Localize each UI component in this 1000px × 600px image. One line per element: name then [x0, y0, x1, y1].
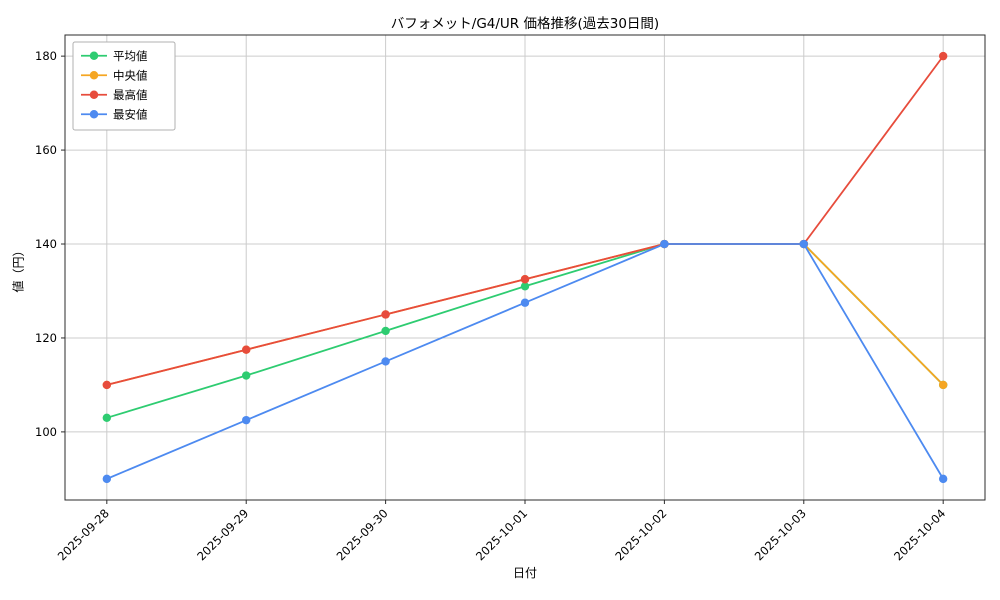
series-marker-0	[520, 282, 530, 291]
x-tick-label: 2025-10-03	[752, 506, 809, 563]
x-tick-label: 2025-10-01	[473, 506, 530, 563]
legend-label-2: 最高値	[113, 88, 148, 102]
legend-marker-3	[89, 110, 99, 119]
series-marker-2	[520, 275, 530, 284]
series-marker-2	[242, 345, 251, 354]
legend-marker-1	[89, 71, 99, 80]
series-marker-1	[938, 380, 948, 390]
y-tick-label: 180	[35, 49, 57, 63]
series-marker-3	[242, 415, 251, 425]
x-tick-label: 2025-10-04	[891, 506, 948, 563]
series-marker-3	[660, 239, 669, 249]
y-axis-label: 値（円）	[11, 244, 26, 293]
series-marker-0	[102, 413, 112, 423]
series-marker-0	[242, 371, 251, 380]
series-marker-2	[102, 380, 112, 390]
x-axis-label: 日付	[512, 566, 537, 580]
legend-marker-2	[89, 90, 99, 99]
x-tick-label: 2025-10-02	[612, 506, 669, 563]
series-marker-3	[381, 357, 390, 366]
legend-label-3: 最安値	[113, 107, 148, 121]
y-tick-label: 120	[35, 331, 57, 345]
series-marker-3	[799, 239, 808, 249]
legend-marker-0	[89, 51, 99, 60]
chart-title: バフォメット/G4/UR 価格推移(過去30日間)	[390, 16, 660, 32]
series-marker-0	[381, 326, 390, 336]
legend-label-0: 平均値	[113, 49, 148, 63]
series-marker-3	[938, 474, 948, 484]
series-marker-2	[938, 51, 948, 61]
legend-label-1: 中央値	[113, 68, 148, 82]
y-tick-label: 140	[35, 237, 57, 251]
x-tick-label: 2025-09-29	[194, 506, 251, 563]
series-marker-2	[381, 310, 390, 319]
series-marker-3	[520, 298, 530, 307]
legend-box	[72, 41, 176, 131]
x-tick-label: 2025-09-28	[55, 506, 112, 563]
series-marker-3	[102, 474, 112, 484]
y-tick-label: 100	[35, 425, 57, 439]
y-tick-label: 160	[35, 143, 57, 157]
x-tick-label: 2025-09-30	[334, 506, 391, 563]
